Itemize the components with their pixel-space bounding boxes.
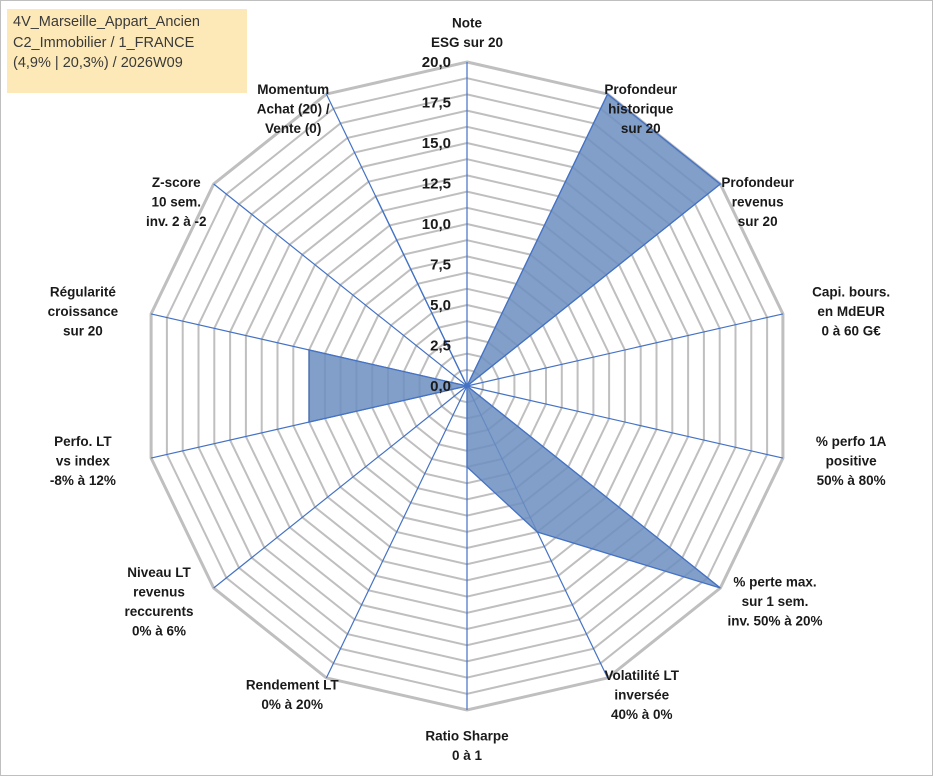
tick-label: 10,0 [422,216,451,233]
series-area [308,93,722,589]
axis-label-line: historique [608,101,674,116]
axis-label-line: Rendement LT [246,678,340,693]
axis-label-line: sur 1 sem. [742,594,809,609]
axis-label-line: Achat (20) / [257,101,330,116]
axis-label-14: Momentum Achat (20) / Vente (0) [257,82,330,136]
axis-label-line: positive [826,454,878,469]
axis-label-line: 0 à 1 [452,748,483,763]
axis-label-line: ESG sur 20 [431,35,503,50]
axis-spoke-4 [466,313,784,387]
axis-label-line: Profondeur [604,82,677,97]
axis-label-line: inv. 50% à 20% [727,614,822,629]
axis-label-line: Volatilité LT [605,668,680,683]
axis-label-line: 0 à 60 G€ [821,324,881,339]
axis-label-3: Profondeur revenus sur 20 [721,175,794,229]
axis-label-line: 50% à 80% [817,473,886,488]
axis-label-line: 0% à 6% [132,624,186,639]
axis-label-line: Perfo. LT [54,434,112,449]
axis-label-line: % perte max. [733,575,816,590]
axis-label-line: 10 sem. [152,195,202,210]
header-line-3: (4,9% | 20,3%) / 2026W09 [13,55,183,71]
axis-labels: Note ESG sur 20 Profondeur historique sur 20… [48,16,890,764]
axis-label-line: Capi. bours. [812,285,890,300]
chart-header-box: 4V_Marseille_Appart_Ancien C2_Immobilier… [7,9,247,93]
tick-label: 17,5 [422,95,451,112]
axis-label-line: revenus [732,195,784,210]
axis-spoke-13 [213,183,468,387]
axis-spoke-10 [213,385,468,589]
tick-label: 15,0 [422,135,451,152]
axis-label-line: inv. 2 à -2 [146,214,207,229]
radial-tick-labels: 0,0 2,5 5,0 7,5 10,0 12,5 15,0 17,5 20,0 [422,54,451,395]
axis-label-13: Z-score 10 sem. inv. 2 à -2 [146,175,207,229]
axis-label-line: sur 20 [738,214,778,229]
header-line-2: C2_Immobilier / 1_FRANCE [13,34,195,51]
axis-label-4: Capi. bours. en MdEUR 0 à 60 G€ [812,285,890,339]
tick-label: 20,0 [422,54,451,71]
axis-label-line: sur 20 [63,324,103,339]
tick-label: 5,0 [430,297,451,314]
axis-label-line: Niveau LT [127,565,191,580]
axis-label-line: 40% à 0% [611,707,673,722]
radar-series [308,93,722,589]
axis-spoke-5 [466,385,784,459]
tick-label: 7,5 [430,257,451,274]
axis-label-line: -8% à 12% [50,473,116,488]
axis-label-12: Régularité croissance sur 20 [48,285,119,339]
axis-label-7: Volatilité LT inversée 40% à 0% [605,668,680,722]
axis-label-line: en MdEUR [817,304,885,319]
axis-label-line: croissance [48,304,119,319]
axis-label-line: Régularité [50,285,117,300]
axis-label-line: vs index [56,454,111,469]
axis-label-line: 0% à 20% [261,697,323,712]
tick-label: 0,0 [430,378,451,395]
axis-label-line: Note [452,16,482,31]
axis-label-9: Rendement LT 0% à 20% [246,678,340,713]
axis-label-line: reccurents [124,604,193,619]
axis-label-2: Profondeur historique sur 20 [604,82,677,136]
axis-label-5: % perfo 1A positive 50% à 80% [816,434,887,488]
tick-label: 2,5 [430,338,451,355]
axis-label-line: inversée [614,688,669,703]
axis-label-line: sur 20 [621,121,661,136]
tick-label: 12,5 [422,176,451,193]
axis-label-10: Niveau LT revenus reccurents 0% à 6% [124,565,193,639]
axis-label-1: Note ESG sur 20 [431,16,503,51]
axis-label-line: % perfo 1A [816,434,887,449]
axis-spoke-9 [325,385,468,679]
axis-label-11: Perfo. LT vs index -8% à 12% [50,434,116,488]
axis-label-6: % perte max. sur 1 sem. inv. 50% à 20% [727,575,822,629]
axis-label-line: Profondeur [721,175,794,190]
axis-label-line: Vente (0) [265,121,321,136]
header-line-1: 4V_Marseille_Appart_Ancien [13,14,200,30]
axis-label-8: Ratio Sharpe 0 à 1 [425,729,509,764]
axis-label-line: Momentum [257,82,329,97]
axis-label-line: revenus [133,585,185,600]
axis-label-line: Ratio Sharpe [425,729,509,744]
axis-label-line: Z-score [152,175,201,190]
